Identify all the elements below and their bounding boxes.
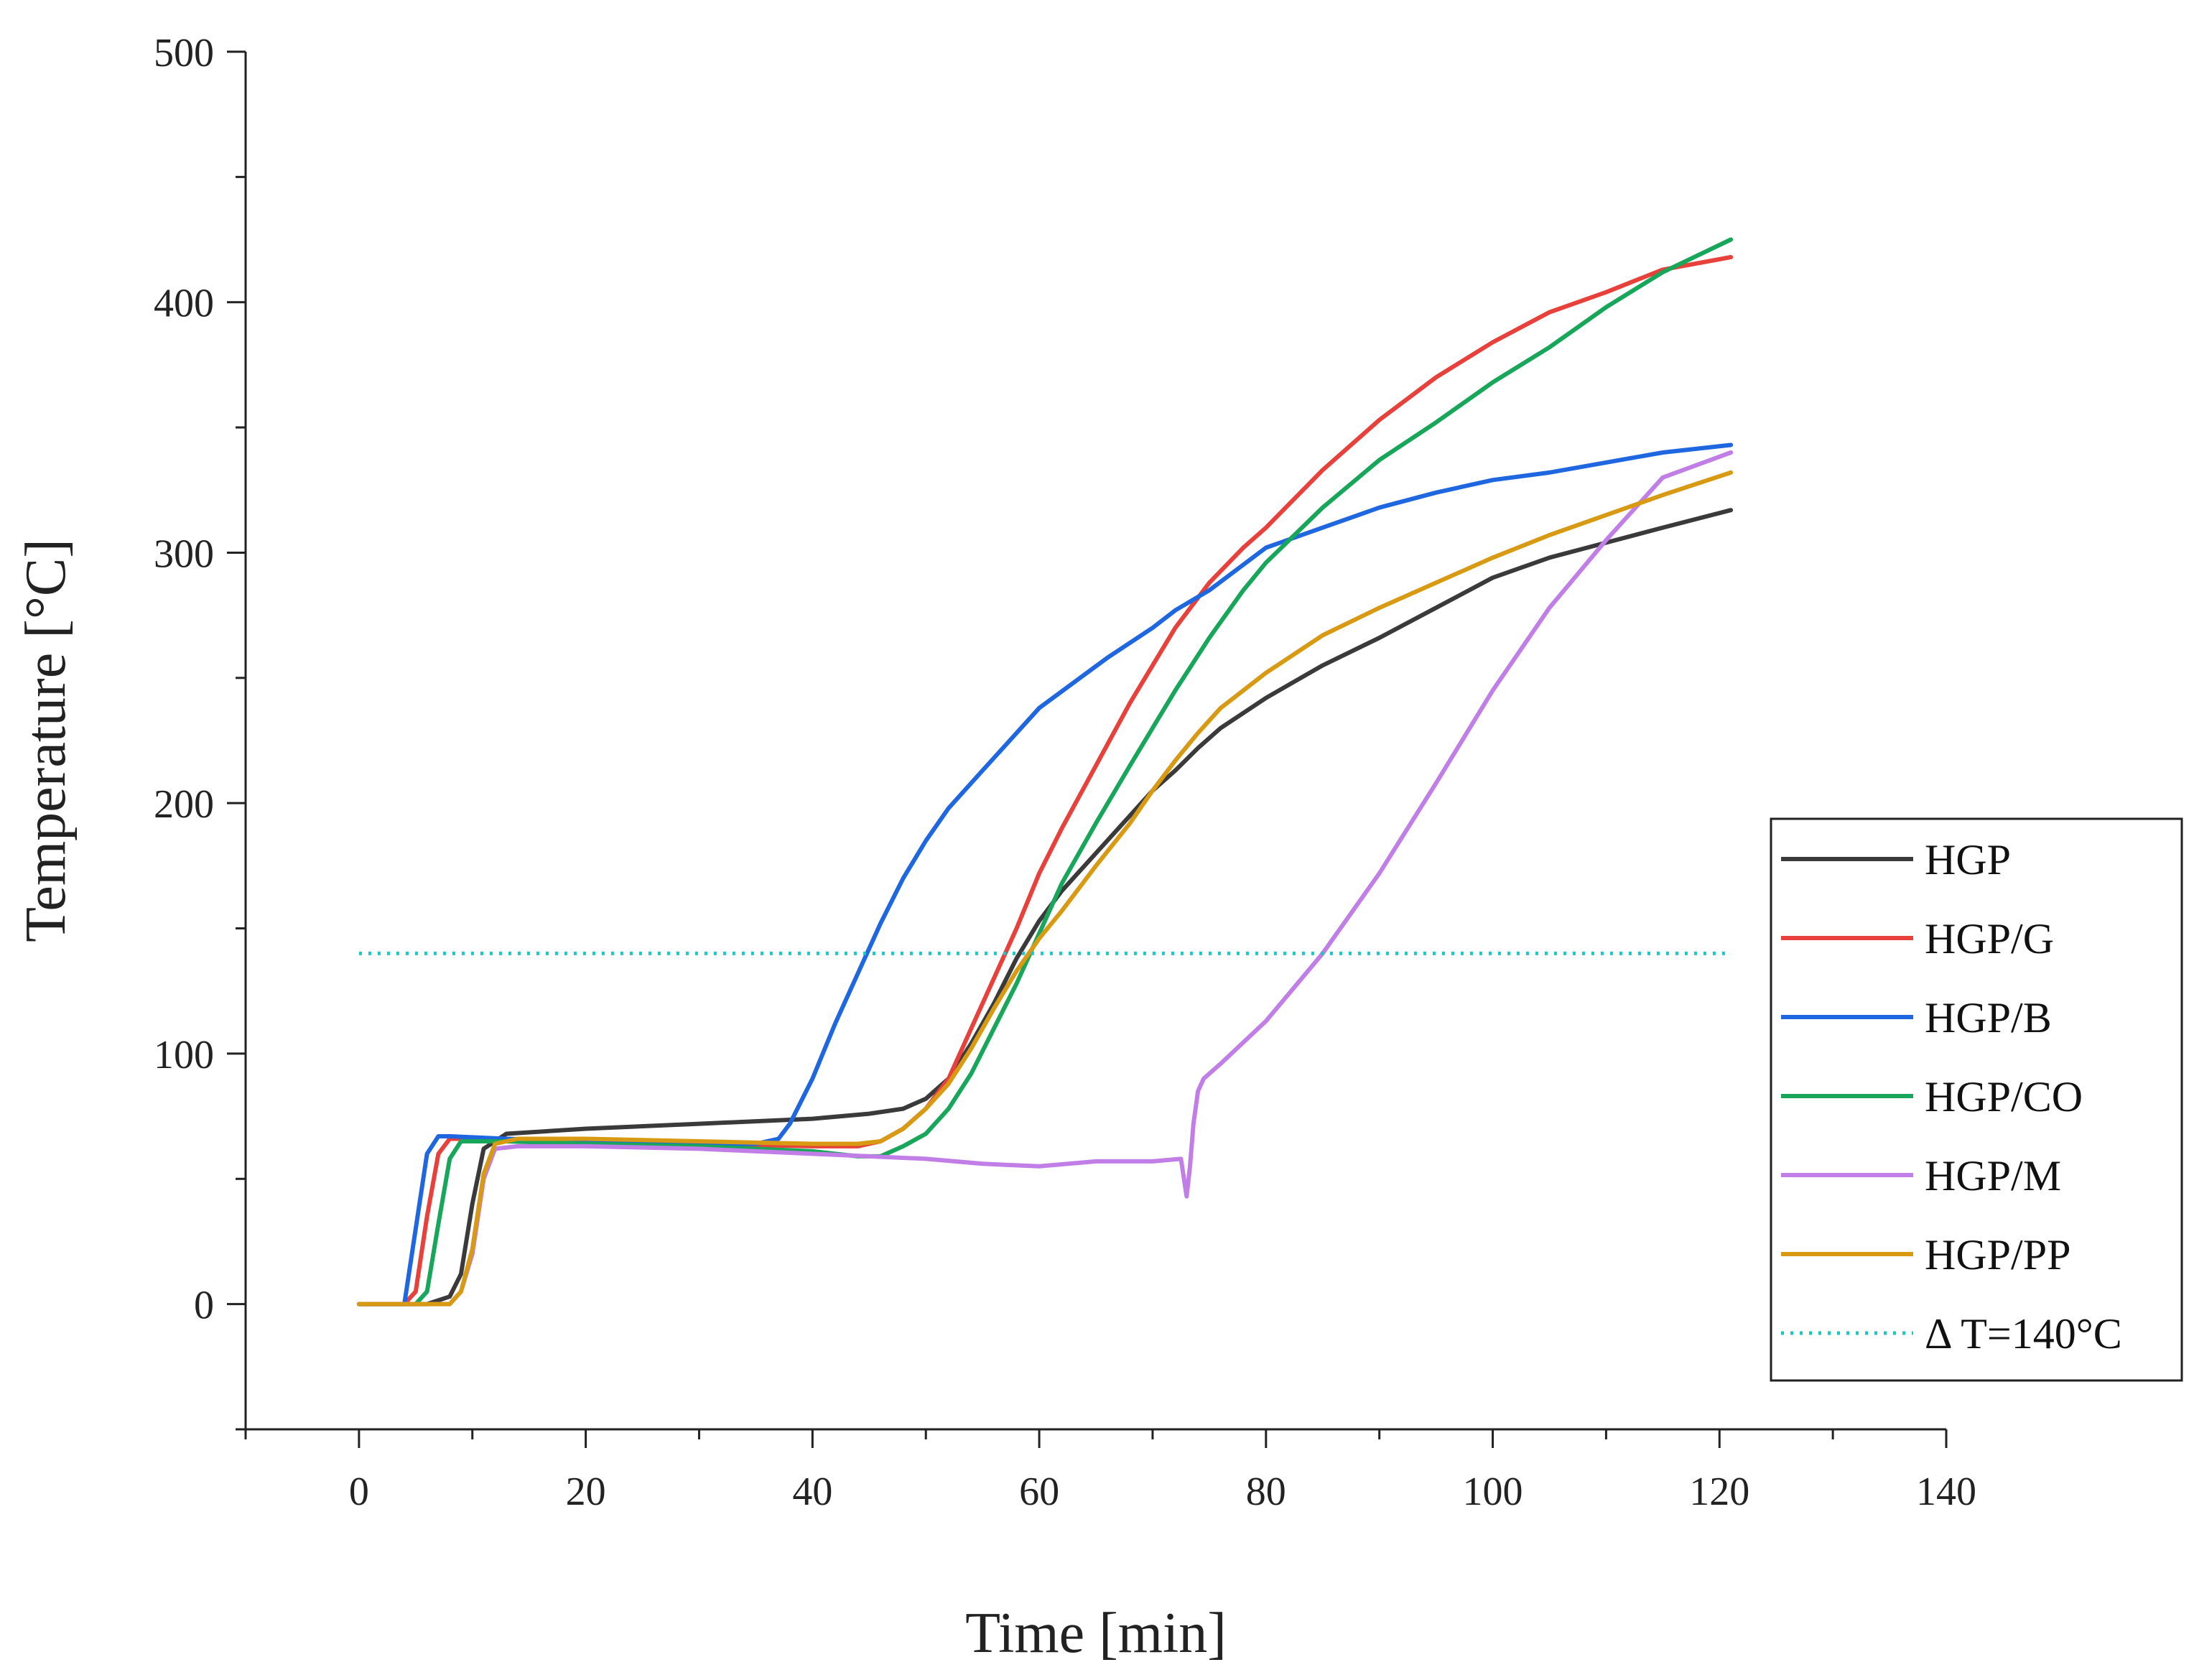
y-tick-label: 400 bbox=[154, 282, 214, 326]
series-line-hgp bbox=[356, 508, 1734, 1307]
y-tick-label: 0 bbox=[194, 1284, 214, 1328]
axis-ticks: 0 20 40 60 80 100 120 140 0 100 200 300 400 500 bbox=[154, 31, 1976, 1514]
x-tick-label: 0 bbox=[349, 1470, 369, 1514]
legend-label: HGP/CO bbox=[1925, 1073, 2083, 1120]
legend-label: HGP bbox=[1925, 836, 2011, 883]
x-tick-label: 80 bbox=[1246, 1470, 1286, 1514]
x-axis-title: Time [min] bbox=[965, 1602, 1227, 1665]
y-tick-label: 300 bbox=[154, 532, 214, 576]
legend-label: HGP/M bbox=[1925, 1152, 2061, 1199]
series-line-hgp-pp bbox=[356, 470, 1734, 1307]
y-tick-label: 200 bbox=[154, 782, 214, 827]
series-line-hgp-co bbox=[356, 237, 1734, 1307]
legend-label: HGP/G bbox=[1925, 915, 2054, 962]
y-tick-label: 100 bbox=[154, 1033, 214, 1077]
legend-label: HGP/PP bbox=[1925, 1231, 2070, 1278]
x-tick-label: 100 bbox=[1463, 1470, 1523, 1514]
legend: HGP HGP/G HGP/B HGP/CO HGP/M HGP/PP Δ T=140°C bbox=[1770, 817, 2183, 1382]
series-layer bbox=[356, 237, 1734, 1307]
legend-label: Δ T=140°C bbox=[1925, 1310, 2122, 1358]
x-tick-label: 60 bbox=[1019, 1470, 1059, 1514]
x-tick-label: 140 bbox=[1916, 1470, 1976, 1514]
legend-label: HGP/B bbox=[1925, 994, 2052, 1041]
x-tick-label: 120 bbox=[1689, 1470, 1749, 1514]
legend-box bbox=[1770, 817, 2183, 1382]
y-tick-label: 500 bbox=[154, 31, 214, 75]
y-axis-title: Temperature [°C] bbox=[14, 539, 78, 942]
series-line-hgp-b bbox=[356, 442, 1734, 1307]
x-tick-label: 20 bbox=[566, 1470, 606, 1514]
series-line-hgp-m bbox=[356, 450, 1734, 1307]
plot-frame bbox=[244, 52, 1946, 1431]
x-tick-label: 40 bbox=[792, 1470, 832, 1514]
